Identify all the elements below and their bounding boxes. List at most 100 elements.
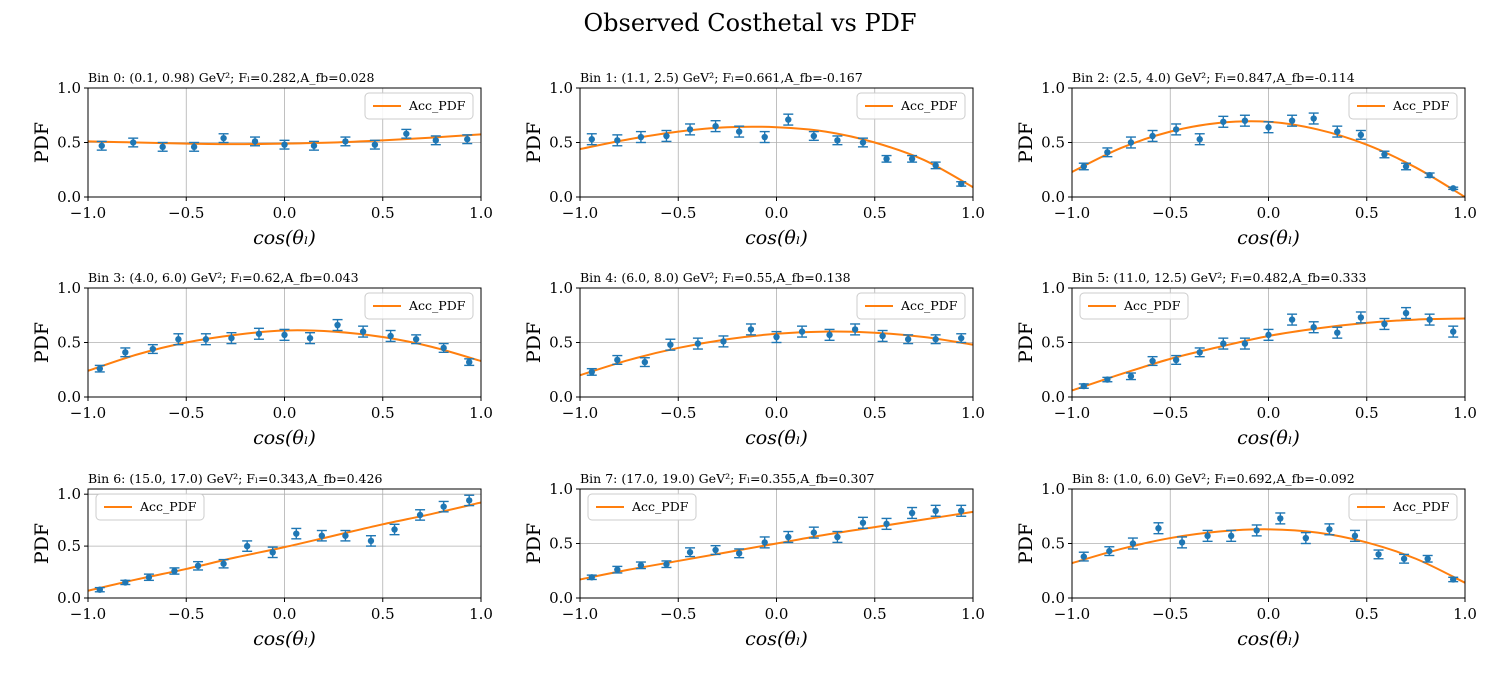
y-tick-label: 0.5	[1041, 134, 1065, 152]
data-point	[122, 349, 129, 356]
legend-label-acc-pdf: Acc_PDF	[631, 499, 689, 514]
data-point	[641, 358, 649, 366]
data-point	[1129, 540, 1137, 547]
y-axis-label: PDF	[31, 322, 53, 363]
data-point	[1172, 356, 1180, 364]
subplot-title: Bin 3: (4.0, 6.0) GeV²; Fₗ=0.62,A_fb=0.0…	[88, 270, 359, 285]
subplot-7: Bin 7: (17.0, 19.0) GeV²; Fₗ=0.355,A_fb=…	[523, 471, 985, 650]
subplot-title: Bin 6: (15.0, 17.0) GeV²; Fₗ=0.343,A_fb=…	[88, 471, 382, 486]
data-point	[1241, 117, 1249, 124]
x-tick-label: −1.0	[1054, 605, 1090, 623]
data-point	[367, 537, 375, 545]
y-tick-label: 0.0	[57, 388, 81, 406]
data-point	[761, 133, 768, 141]
x-tick-label: −1.0	[562, 605, 598, 623]
x-tick-label: 0.0	[765, 605, 789, 623]
x-tick-label: 1.0	[1453, 204, 1477, 222]
data-point	[306, 334, 314, 342]
y-tick-label: 0.5	[549, 334, 573, 352]
y-tick-label: 0.0	[549, 388, 573, 406]
data-point	[359, 328, 367, 335]
data-point	[1402, 309, 1410, 317]
y-axis-label: PDF	[523, 322, 545, 363]
data-point	[859, 139, 867, 146]
data-point	[859, 519, 867, 526]
x-axis-label: cos(θₗ)	[1237, 628, 1300, 650]
x-tick-label: 0.5	[371, 404, 395, 422]
data-point	[667, 341, 674, 348]
y-tick-label: 0.5	[57, 134, 81, 152]
x-tick-label: 0.0	[273, 204, 297, 222]
x-tick-label: −1.0	[70, 204, 106, 222]
data-point	[1400, 555, 1408, 562]
data-point	[1450, 185, 1457, 192]
data-point	[171, 567, 178, 575]
y-tick-label: 0.0	[549, 188, 573, 206]
data-point	[686, 126, 694, 133]
data-point	[826, 331, 833, 339]
data-point	[1104, 149, 1111, 156]
data-point	[98, 142, 105, 149]
data-point	[1326, 526, 1333, 533]
data-point	[1220, 340, 1227, 347]
x-tick-label: 1.0	[961, 605, 985, 623]
data-point	[883, 155, 890, 163]
data-point	[1310, 115, 1317, 122]
legend-label-acc-pdf: Acc_PDF	[900, 98, 958, 113]
data-point	[145, 574, 153, 581]
x-tick-label: 1.0	[961, 404, 985, 422]
data-point	[1155, 525, 1162, 532]
data-point	[1450, 576, 1457, 583]
figure-title: Observed Costhetal vs PDF	[583, 9, 916, 37]
x-tick-label: 0.0	[1257, 605, 1281, 623]
subplot-title: Bin 2: (2.5, 4.0) GeV²; Fₗ=0.847,A_fb=-0…	[1072, 70, 1355, 85]
data-point	[614, 137, 621, 144]
y-tick-label: 1.0	[57, 79, 81, 97]
legend-box	[587, 493, 697, 521]
subplot-6: Bin 6: (15.0, 17.0) GeV²; Fₗ=0.343,A_fb=…	[31, 471, 493, 650]
data-point	[255, 330, 263, 337]
data-point	[1426, 316, 1433, 323]
x-tick-label: 0.5	[863, 605, 887, 623]
data-point	[440, 503, 447, 510]
x-tick-label: 0.5	[1355, 605, 1379, 623]
y-axis-label: PDF	[523, 523, 545, 564]
x-axis-label: cos(θₗ)	[745, 628, 808, 650]
x-tick-label: 1.0	[1453, 605, 1477, 623]
data-point	[879, 332, 886, 340]
data-point	[1288, 316, 1296, 323]
data-point	[403, 130, 410, 137]
data-point	[251, 138, 259, 145]
legend-label-acc-pdf: Acc_PDF	[1123, 298, 1181, 313]
subplot-title: Bin 0: (0.1, 0.98) GeV²; Fₗ=0.282,A_fb=0…	[88, 70, 374, 85]
y-tick-label: 1.0	[57, 279, 81, 297]
data-point	[1265, 124, 1272, 131]
data-point	[932, 507, 939, 514]
data-point	[1450, 328, 1457, 335]
legend-label-acc-pdf: Acc_PDF	[408, 298, 466, 313]
data-point	[958, 507, 965, 514]
data-point	[159, 143, 166, 151]
data-point	[1149, 132, 1156, 140]
data-point	[391, 526, 398, 533]
x-tick-label: −0.5	[1152, 404, 1188, 422]
legend-label-acc-pdf: Acc_PDF	[139, 499, 197, 514]
y-tick-label: 0.5	[1041, 334, 1065, 352]
data-point	[735, 550, 743, 557]
y-tick-label: 1.0	[1041, 79, 1065, 97]
y-tick-label: 0.0	[1041, 188, 1065, 206]
data-point	[387, 332, 394, 340]
y-tick-label: 1.0	[1041, 279, 1065, 297]
data-point	[334, 321, 341, 329]
x-tick-label: −1.0	[562, 404, 598, 422]
y-tick-label: 0.5	[549, 134, 573, 152]
data-point	[834, 533, 841, 541]
y-axis-label: PDF	[1015, 322, 1037, 363]
data-point	[1106, 547, 1113, 555]
data-point	[342, 532, 349, 539]
subplot-8: Bin 8: (1.0, 6.0) GeV²; Fₗ=0.692,A_fb=-0…	[1015, 471, 1477, 650]
x-tick-label: −1.0	[1054, 404, 1090, 422]
data-point	[1196, 136, 1203, 143]
legend-box	[1348, 92, 1458, 120]
legend-box	[364, 292, 474, 320]
